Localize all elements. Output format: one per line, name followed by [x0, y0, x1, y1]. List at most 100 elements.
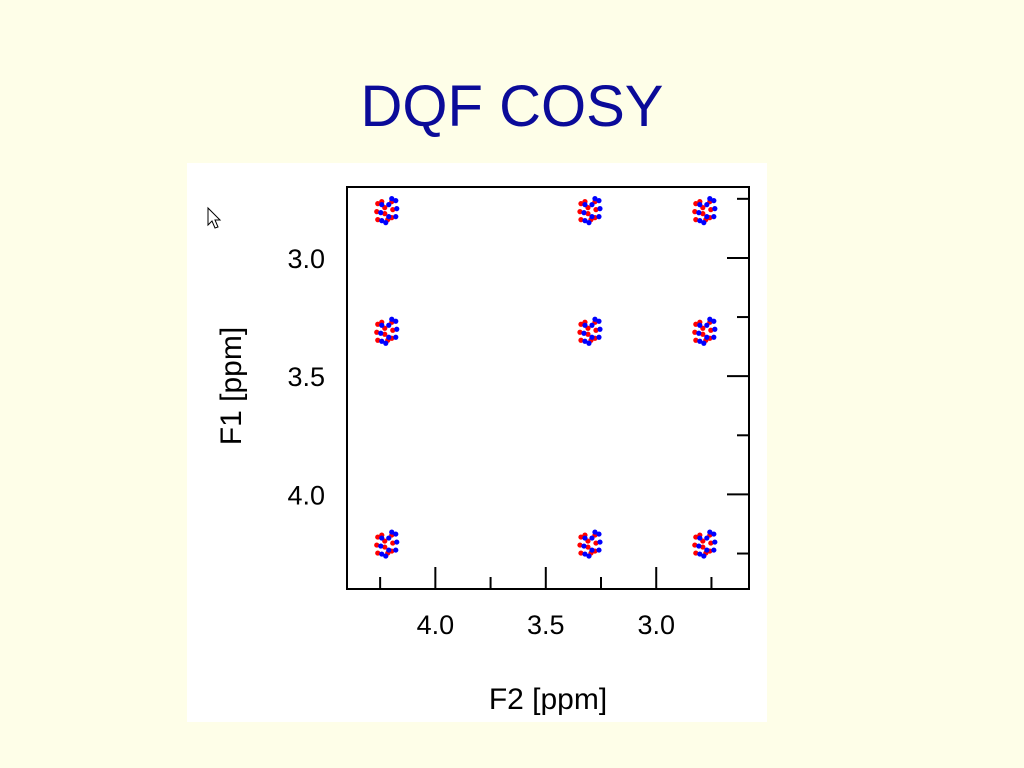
peak-dot [589, 535, 595, 541]
peak-dot [696, 543, 702, 549]
peak-dot [701, 553, 707, 559]
peak-dot [693, 321, 699, 327]
plot-frame [346, 186, 750, 590]
peak-dot [589, 334, 595, 340]
peak-dot [581, 210, 587, 216]
peak-dot [578, 201, 584, 207]
peak-dot [378, 330, 384, 336]
peak-dot [700, 544, 706, 550]
peak-dot [393, 547, 399, 553]
peak-dot [375, 201, 381, 207]
positive-peak [577, 199, 599, 223]
positive-peak [374, 319, 396, 343]
peak-dot [394, 206, 400, 212]
peak-dot [711, 334, 717, 340]
peak-dot [693, 217, 699, 223]
peak-dot [708, 327, 714, 333]
peak-dot [389, 196, 395, 202]
negative-peak [378, 196, 400, 226]
peak-dot [582, 338, 588, 344]
peak-dot [693, 337, 699, 343]
peak-dot [578, 534, 584, 540]
peak-dot [393, 531, 399, 537]
peak-dot [578, 550, 584, 556]
peak-dot [379, 322, 385, 328]
peak-dot [581, 543, 587, 549]
y-axis-label: F1 [ppm] [215, 327, 248, 445]
peak-dot [711, 214, 717, 220]
peak-dot [586, 340, 592, 346]
peak-dot [386, 322, 392, 328]
peak-dot [382, 211, 388, 217]
peak-dot [379, 535, 385, 541]
peak-dot [697, 535, 703, 541]
peak-dot [700, 211, 706, 217]
peak-dot [379, 338, 385, 344]
peak-dot [711, 198, 717, 204]
y-axis-tick-labels: 3.0 3.5 4.0 [287, 244, 325, 510]
peak-dot [389, 529, 395, 535]
peak-dot [693, 534, 699, 540]
peak-dot [379, 551, 385, 557]
peak-dot [389, 316, 395, 322]
x-axis-label: F2 [ppm] [489, 683, 607, 716]
peak-dot [577, 209, 583, 215]
peak-dot [386, 214, 392, 220]
peak-dot [692, 209, 698, 215]
peak-dot [712, 206, 718, 212]
peak-dot [386, 547, 392, 553]
peak-dot [585, 331, 591, 337]
y-tick-label: 4.0 [287, 480, 325, 510]
peak-dot [578, 321, 584, 327]
peak-dot [394, 326, 400, 332]
peak-dot [589, 547, 595, 553]
peak-dot [378, 210, 384, 216]
peak-dot [393, 214, 399, 220]
peak-dot [390, 207, 396, 213]
peak-dot [393, 318, 399, 324]
peak-dot [577, 329, 583, 335]
peak-dot [375, 217, 381, 223]
positive-peak [692, 199, 714, 223]
peak-dot [596, 318, 602, 324]
peak-dot [707, 529, 713, 535]
x-axis-tick-labels: 4.0 3.5 3.0 [417, 610, 675, 640]
peak-dot [585, 211, 591, 217]
peak-dot [704, 547, 710, 553]
peak-dot [578, 217, 584, 223]
peak-dot [375, 321, 381, 327]
peak-dot [589, 202, 595, 208]
peak-dot [597, 206, 603, 212]
peak-dot [582, 218, 588, 224]
peak-dot [704, 214, 710, 220]
peak-dot [704, 535, 710, 541]
x-tick-label: 3.0 [637, 610, 675, 640]
peak-dot [374, 209, 380, 215]
peak-dot [697, 322, 703, 328]
positive-peak [577, 319, 599, 343]
peak-dot [386, 535, 392, 541]
negative-peak [581, 316, 603, 346]
peak-dot [712, 326, 718, 332]
positive-peak [692, 532, 714, 556]
peak-dot [390, 327, 396, 333]
peak-dot [707, 196, 713, 202]
peak-dot [393, 198, 399, 204]
peak-dot [375, 337, 381, 343]
peak-dot [704, 322, 710, 328]
y-tick-label: 3.0 [287, 244, 325, 274]
peak-dot [582, 535, 588, 541]
peak-dot [578, 337, 584, 343]
peak-dot [592, 529, 598, 535]
negative-peak [696, 196, 718, 226]
peak-dot [704, 202, 710, 208]
x-tick-label: 4.0 [417, 610, 455, 640]
negative-peak [581, 529, 603, 559]
negative-peak [378, 529, 400, 559]
peak-dot [592, 316, 598, 322]
positive-peak [374, 532, 396, 556]
peak-dot [708, 207, 714, 213]
peak-dot [711, 531, 717, 537]
peak-dot [383, 220, 389, 226]
peak-dot [712, 539, 718, 545]
